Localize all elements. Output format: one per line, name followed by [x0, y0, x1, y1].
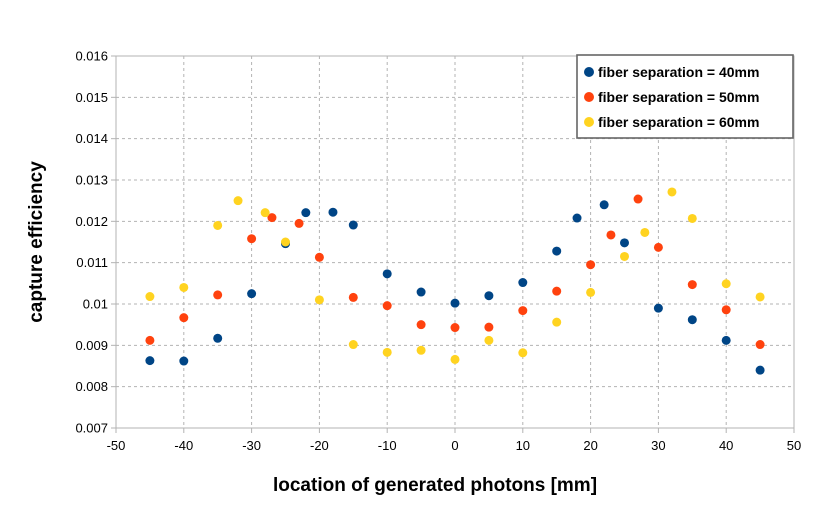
- x-tick-label: -20: [310, 438, 329, 453]
- data-point-series-1: [416, 287, 426, 297]
- data-point-series-2: [382, 301, 392, 311]
- data-point-series-3: [586, 287, 596, 297]
- data-point-series-2: [552, 286, 562, 296]
- data-point-series-3: [687, 213, 697, 223]
- data-point-series-3: [281, 237, 290, 247]
- y-tick-label: 0.016: [75, 49, 108, 64]
- data-point-series-3: [348, 340, 358, 350]
- data-point-series-1: [721, 335, 731, 345]
- data-point-series-3: [721, 279, 731, 289]
- data-point-series-1: [450, 298, 460, 308]
- data-point-series-3: [484, 335, 494, 345]
- data-point-series-3: [416, 345, 426, 355]
- data-point-series-2: [348, 292, 358, 302]
- data-point-series-3: [667, 187, 677, 197]
- data-point-series-1: [247, 289, 257, 299]
- x-tick-label: 40: [719, 438, 733, 453]
- y-axis-ticks: 0.007 0.008 0.009 0.01 0.011 0.012 0.013 0.014 0…: [75, 49, 116, 436]
- y-tick-label: 0.011: [76, 255, 108, 270]
- data-point-series-3: [260, 208, 270, 218]
- y-axis-title: capture efficiency: [26, 161, 47, 323]
- y-tick-label: 0.01: [83, 297, 108, 312]
- data-point-series-1: [328, 207, 338, 217]
- data-point-series-3: [233, 196, 243, 206]
- data-point-series-1: [552, 246, 562, 256]
- data-point-series-3: [755, 292, 765, 302]
- data-point-series-1: [518, 278, 528, 288]
- y-tick-label: 0.012: [75, 214, 108, 229]
- legend-label-50mm: fiber separation = 50mm: [598, 89, 759, 105]
- y-tick-label: 0.013: [75, 173, 108, 188]
- data-point-series-1: [687, 315, 697, 325]
- data-point-series-3: [314, 295, 324, 305]
- y-tick-label: 0.008: [75, 379, 108, 394]
- x-tick-label: 0: [451, 438, 458, 453]
- data-point-series-3: [620, 251, 629, 261]
- data-point-series-1: [145, 356, 155, 366]
- x-tick-label: 50: [787, 438, 801, 453]
- data-point-series-2: [294, 218, 304, 228]
- data-point-series-2: [653, 242, 663, 252]
- x-tick-label: 10: [516, 438, 530, 453]
- data-point-series-2: [267, 213, 277, 223]
- legend-marker-40mm: [584, 67, 594, 77]
- x-axis-title: location of generated photons [mm]: [273, 475, 597, 496]
- x-tick-label: -50: [107, 438, 126, 453]
- data-point-series-2: [687, 280, 697, 290]
- data-point-series-2: [145, 335, 155, 345]
- data-points: [145, 187, 765, 375]
- data-point-series-3: [145, 292, 155, 302]
- x-tick-label: -10: [378, 438, 397, 453]
- data-point-series-2: [721, 305, 731, 315]
- data-point-series-2: [518, 306, 528, 316]
- data-point-series-2: [450, 323, 460, 333]
- data-point-series-2: [484, 322, 494, 332]
- data-point-series-1: [484, 291, 494, 301]
- data-point-series-2: [755, 340, 765, 350]
- data-point-series-1: [620, 238, 629, 248]
- x-tick-label: 30: [651, 438, 665, 453]
- data-point-series-2: [314, 252, 324, 262]
- data-point-series-2: [247, 234, 257, 244]
- data-point-series-1: [572, 213, 582, 223]
- data-point-series-1: [382, 269, 392, 279]
- data-point-series-3: [518, 348, 528, 358]
- data-point-series-3: [552, 317, 562, 327]
- data-point-series-1: [653, 303, 663, 313]
- legend-marker-50mm: [584, 92, 594, 102]
- y-tick-label: 0.014: [75, 131, 108, 146]
- legend-label-40mm: fiber separation = 40mm: [598, 64, 759, 80]
- data-point-series-1: [348, 220, 358, 230]
- x-tick-label: -30: [242, 438, 261, 453]
- data-point-series-1: [213, 333, 223, 343]
- data-point-series-2: [586, 260, 596, 270]
- legend-label-60mm: fiber separation = 60mm: [598, 114, 759, 130]
- x-axis-ticks: -50 -40 -30 -20 -10 0 10 20 30 40 50: [107, 428, 801, 453]
- y-tick-label: 0.007: [75, 421, 108, 436]
- data-point-series-2: [606, 230, 616, 240]
- legend: fiber separation = 40mm fiber separation…: [576, 54, 794, 139]
- data-point-series-3: [179, 282, 189, 292]
- data-point-series-3: [450, 354, 460, 364]
- data-point-series-3: [640, 227, 650, 237]
- y-tick-label: 0.009: [75, 338, 108, 353]
- x-tick-label: -40: [174, 438, 193, 453]
- data-point-series-1: [179, 356, 189, 366]
- y-tick-label: 0.015: [75, 90, 108, 105]
- data-point-series-1: [599, 200, 609, 210]
- data-point-series-2: [633, 194, 643, 204]
- data-point-series-1: [755, 365, 765, 375]
- data-point-series-3: [382, 347, 392, 357]
- legend-box: [576, 54, 794, 139]
- x-tick-label: 20: [583, 438, 597, 453]
- data-point-series-3: [213, 220, 223, 230]
- data-point-series-2: [179, 313, 189, 323]
- data-point-series-2: [416, 320, 426, 330]
- data-point-series-2: [213, 290, 223, 300]
- legend-marker-60mm: [584, 117, 594, 127]
- data-point-series-1: [301, 208, 311, 218]
